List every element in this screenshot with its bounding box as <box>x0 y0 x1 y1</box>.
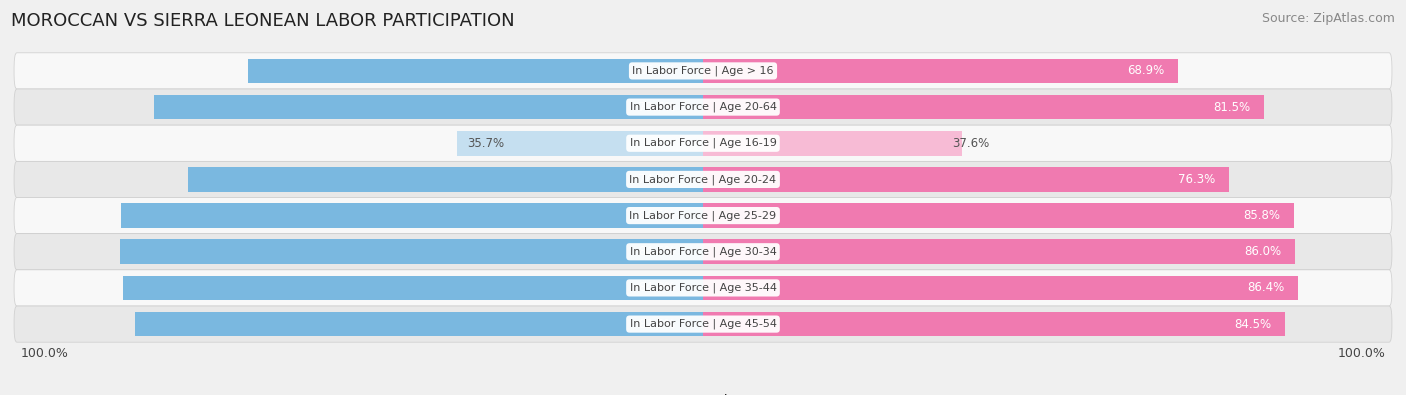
Text: 66.1%: 66.1% <box>638 64 675 77</box>
Text: 86.0%: 86.0% <box>1244 245 1282 258</box>
Bar <box>120 239 703 264</box>
Bar <box>247 58 703 83</box>
Bar <box>153 95 703 119</box>
Text: In Labor Force | Age 20-24: In Labor Force | Age 20-24 <box>630 174 776 185</box>
Bar <box>703 203 1294 228</box>
Text: 35.7%: 35.7% <box>467 137 505 150</box>
Text: Source: ZipAtlas.com: Source: ZipAtlas.com <box>1261 12 1395 25</box>
Text: 100.0%: 100.0% <box>1337 346 1385 359</box>
Bar <box>703 312 1285 337</box>
Text: In Labor Force | Age 30-34: In Labor Force | Age 30-34 <box>630 246 776 257</box>
Bar <box>703 131 962 156</box>
Text: 86.4%: 86.4% <box>1247 281 1285 294</box>
FancyBboxPatch shape <box>14 234 1392 270</box>
Text: 85.8%: 85.8% <box>1243 209 1281 222</box>
FancyBboxPatch shape <box>14 198 1392 234</box>
Text: In Labor Force | Age > 16: In Labor Force | Age > 16 <box>633 66 773 76</box>
Text: 84.5%: 84.5% <box>638 209 675 222</box>
Text: 74.7%: 74.7% <box>638 173 675 186</box>
Bar <box>457 131 703 156</box>
Bar <box>703 58 1178 83</box>
FancyBboxPatch shape <box>14 306 1392 342</box>
Bar <box>703 276 1298 300</box>
Bar <box>703 95 1264 119</box>
Text: 81.5%: 81.5% <box>1213 101 1251 114</box>
Text: In Labor Force | Age 35-44: In Labor Force | Age 35-44 <box>630 283 776 293</box>
Text: In Labor Force | Age 16-19: In Labor Force | Age 16-19 <box>630 138 776 149</box>
FancyBboxPatch shape <box>14 270 1392 306</box>
Text: 76.3%: 76.3% <box>1178 173 1215 186</box>
Text: In Labor Force | Age 25-29: In Labor Force | Age 25-29 <box>630 210 776 221</box>
FancyBboxPatch shape <box>14 53 1392 89</box>
Text: 37.6%: 37.6% <box>952 137 988 150</box>
Bar <box>703 239 1295 264</box>
FancyBboxPatch shape <box>14 161 1392 198</box>
Bar <box>122 276 703 300</box>
Bar <box>121 203 703 228</box>
Text: 82.5%: 82.5% <box>638 318 675 331</box>
Legend: Moroccan, Sierra Leonean: Moroccan, Sierra Leonean <box>596 394 810 395</box>
Text: In Labor Force | Age 20-64: In Labor Force | Age 20-64 <box>630 102 776 112</box>
Bar <box>188 167 703 192</box>
Text: 79.7%: 79.7% <box>638 101 675 114</box>
Text: 68.9%: 68.9% <box>1126 64 1164 77</box>
FancyBboxPatch shape <box>14 125 1392 161</box>
Text: In Labor Force | Age 45-54: In Labor Force | Age 45-54 <box>630 319 776 329</box>
Bar <box>703 167 1229 192</box>
Text: 84.5%: 84.5% <box>1234 318 1271 331</box>
Text: MOROCCAN VS SIERRA LEONEAN LABOR PARTICIPATION: MOROCCAN VS SIERRA LEONEAN LABOR PARTICI… <box>11 12 515 30</box>
Text: 100.0%: 100.0% <box>21 346 69 359</box>
FancyBboxPatch shape <box>14 89 1392 125</box>
Text: 84.2%: 84.2% <box>638 281 675 294</box>
Text: 84.6%: 84.6% <box>638 245 675 258</box>
Bar <box>135 312 703 337</box>
